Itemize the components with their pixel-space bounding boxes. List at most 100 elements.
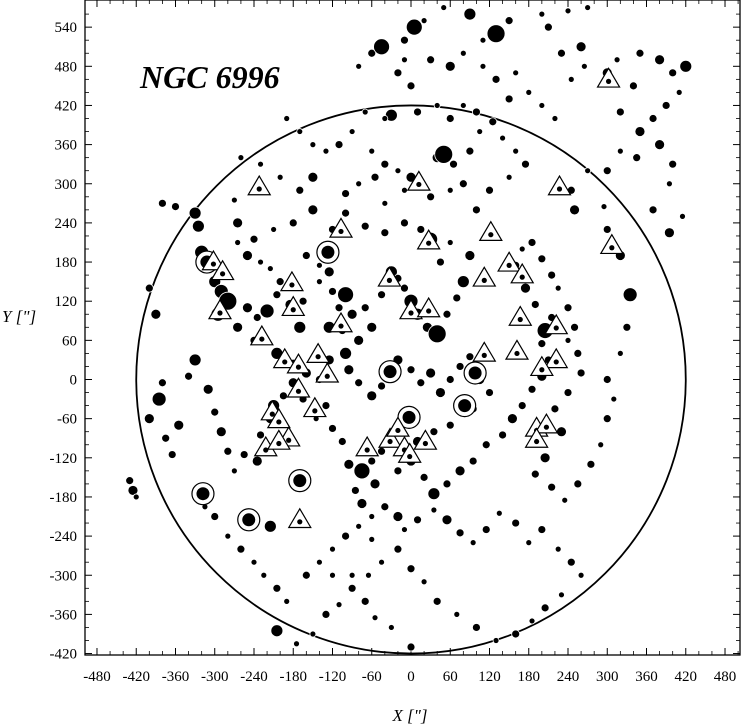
star-point [266, 265, 274, 272]
star-point [564, 336, 572, 344]
star-point [364, 447, 370, 453]
star-point [563, 388, 573, 397]
star-point [393, 544, 403, 554]
star-point [259, 303, 275, 319]
star-point [454, 465, 466, 477]
star-point [321, 610, 331, 619]
star-point [290, 307, 296, 313]
triangle-star [510, 262, 535, 284]
star-point [427, 487, 441, 501]
star-point [232, 217, 244, 229]
star-point [458, 399, 472, 413]
triangle-marker [302, 396, 327, 418]
star-point [239, 450, 249, 459]
star-point [249, 234, 259, 244]
star-point [270, 226, 278, 233]
triangle-marker [497, 251, 522, 272]
star-point [600, 203, 608, 210]
star-point [341, 531, 350, 541]
triangle-marker [385, 416, 410, 437]
triangle-marker [472, 266, 497, 287]
star-point [270, 624, 284, 638]
triangle-star [529, 355, 554, 377]
star-point [381, 199, 389, 207]
star-point [132, 493, 140, 501]
star-point [400, 35, 409, 45]
triangle-marker [524, 427, 549, 448]
star-point [564, 7, 572, 15]
triangle-star [497, 251, 522, 272]
star-point [445, 420, 455, 430]
star-point [242, 302, 253, 314]
star-point [127, 485, 139, 496]
star-point [446, 239, 454, 246]
star-point [370, 172, 380, 182]
star-point [150, 308, 162, 320]
star-point [406, 642, 416, 652]
star-point [547, 270, 557, 280]
star-point [282, 359, 288, 365]
star-point [434, 144, 454, 164]
y-tick-label: 120 [55, 294, 78, 310]
star-point [341, 189, 350, 198]
triangle-marker [529, 355, 554, 377]
star-point [527, 238, 537, 247]
star-point [334, 140, 344, 150]
field-circle [135, 104, 687, 655]
triangle-star [504, 339, 530, 360]
star-point [297, 519, 303, 525]
star-point [563, 303, 573, 313]
star-point [346, 308, 358, 320]
star-point [383, 365, 397, 379]
star-point [143, 413, 155, 425]
star-point [426, 240, 432, 246]
chart-title: NGC 6996 [139, 59, 280, 95]
star-point [584, 4, 592, 11]
y-tick-label: -120 [50, 451, 78, 467]
triangle-marker [377, 266, 402, 287]
star-point [435, 387, 446, 398]
triangle-star [544, 313, 569, 335]
star-point [401, 56, 408, 64]
star-point [377, 446, 386, 456]
triangle-star [287, 507, 312, 529]
star-point [223, 446, 233, 456]
star-point [481, 277, 487, 283]
x-tick-label: -60 [362, 669, 382, 685]
x-tick-label: 0 [407, 669, 415, 685]
star-point [543, 424, 550, 430]
star-point [553, 359, 559, 365]
star-point [158, 378, 167, 388]
star-point [329, 545, 336, 553]
star-point [307, 171, 319, 183]
star-point [525, 539, 533, 547]
triangle-star [385, 416, 410, 437]
star-point [554, 284, 562, 292]
star-point [668, 68, 678, 78]
ringed-star [463, 361, 487, 385]
star-point [301, 570, 311, 580]
star-point [488, 117, 498, 127]
star-point [272, 583, 282, 593]
star-point [668, 159, 678, 169]
triangle-marker [287, 507, 312, 529]
star-point [556, 186, 563, 192]
star-point [171, 202, 180, 211]
star-point [406, 365, 416, 375]
star-point [506, 262, 512, 268]
star-point [298, 296, 308, 306]
star-point [188, 206, 202, 220]
triangle-star [406, 170, 431, 191]
star-point [465, 352, 475, 362]
star-point [528, 617, 536, 625]
star-point [422, 440, 428, 447]
triangle-marker [416, 228, 441, 250]
triangle-star [377, 266, 402, 287]
star-point [393, 466, 403, 476]
star-point [400, 218, 409, 228]
x-tick-label: -240 [240, 669, 268, 685]
star-point [400, 283, 409, 293]
star-point [309, 630, 317, 638]
star-point [360, 303, 370, 313]
star-point [387, 624, 395, 631]
